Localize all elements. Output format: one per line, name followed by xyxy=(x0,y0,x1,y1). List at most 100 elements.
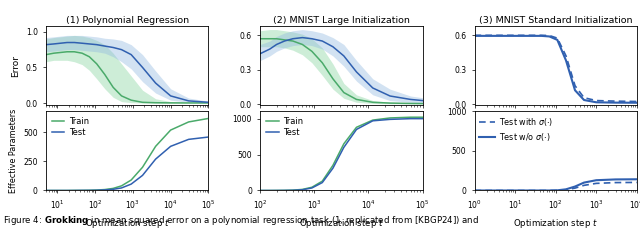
Test w/o $\sigma(\cdot)$ xyxy=(529,189,537,192)
Test xyxy=(273,189,280,192)
Test w/o $\sigma(\cdot)$ xyxy=(470,189,478,192)
Test with $\sigma(\cdot)$ xyxy=(508,189,515,192)
Train xyxy=(42,189,50,192)
Test w/o $\sigma(\cdot)$ xyxy=(508,189,515,192)
Train xyxy=(369,119,376,122)
Train xyxy=(127,179,135,182)
Test w/o $\sigma(\cdot)$ xyxy=(571,185,579,188)
Test with $\sigma(\cdot)$ xyxy=(545,189,553,192)
Test with $\sigma(\cdot)$ xyxy=(483,189,491,192)
Test xyxy=(386,118,394,121)
Train xyxy=(407,116,415,119)
Test xyxy=(266,189,274,192)
Test xyxy=(70,189,78,192)
Train xyxy=(353,126,360,129)
Train xyxy=(273,189,280,192)
Test xyxy=(340,146,348,149)
Test xyxy=(281,189,289,192)
Test with $\sigma(\cdot)$ xyxy=(538,189,545,192)
Legend: Train, Test: Train, Test xyxy=(51,116,90,139)
Title: (2) MNIST Large Initialization: (2) MNIST Large Initialization xyxy=(273,16,410,25)
Test with $\sigma(\cdot)$ xyxy=(562,188,570,191)
Train xyxy=(308,186,316,189)
X-axis label: Optimization step $t$: Optimization step $t$ xyxy=(299,217,384,230)
Train xyxy=(281,189,289,192)
Test xyxy=(42,189,50,192)
Train xyxy=(289,189,297,192)
Train xyxy=(86,189,93,192)
Test xyxy=(353,128,360,131)
Test w/o $\sigma(\cdot)$ xyxy=(612,178,620,181)
Test with $\sigma(\cdot)$ xyxy=(515,189,522,192)
Test w/o $\sigma(\cdot)$ xyxy=(562,188,570,191)
Train xyxy=(185,121,193,124)
Text: Figure 4: $\mathbf{Grokking}$ in mean squared error on a polynomial regression t: Figure 4: $\mathbf{Grokking}$ in mean sq… xyxy=(3,214,479,227)
Test w/o $\sigma(\cdot)$ xyxy=(593,179,600,182)
Test w/o $\sigma(\cdot)$ xyxy=(633,178,640,181)
Test w/o $\sigma(\cdot)$ xyxy=(499,189,507,192)
Train xyxy=(50,189,58,192)
Test with $\sigma(\cdot)$ xyxy=(612,181,620,184)
Legend: Train, Test: Train, Test xyxy=(264,116,305,139)
Train xyxy=(101,188,109,191)
Train xyxy=(63,189,71,192)
Train xyxy=(257,189,264,192)
Train xyxy=(78,189,86,192)
Test with $\sigma(\cdot)$ xyxy=(470,189,478,192)
Test w/o $\sigma(\cdot)$ xyxy=(554,189,561,192)
Test w/o $\sigma(\cdot)$ xyxy=(522,189,529,192)
Test with $\sigma(\cdot)$ xyxy=(571,187,579,189)
Test xyxy=(319,181,326,184)
Test xyxy=(101,188,109,191)
Test w/o $\sigma(\cdot)$ xyxy=(490,189,498,192)
Train xyxy=(266,189,274,192)
Test with $\sigma(\cdot)$ xyxy=(490,189,498,192)
Test with $\sigma(\cdot)$ xyxy=(529,189,537,192)
Test xyxy=(139,174,147,177)
Line: Test: Test xyxy=(260,119,422,190)
X-axis label: Optimization step $t$: Optimization step $t$ xyxy=(84,217,170,230)
Test xyxy=(127,183,135,186)
Test w/o $\sigma(\cdot)$ xyxy=(515,189,522,192)
Train xyxy=(152,145,159,148)
Test with $\sigma(\cdot)$ xyxy=(522,189,529,192)
Test xyxy=(56,189,64,192)
Train xyxy=(118,184,125,187)
Test w/o $\sigma(\cdot)$ xyxy=(538,189,545,192)
X-axis label: Optimization step $t$: Optimization step $t$ xyxy=(513,217,598,230)
Test xyxy=(419,117,426,120)
Line: Test with $\sigma(\cdot)$: Test with $\sigma(\cdot)$ xyxy=(474,183,637,190)
Train xyxy=(70,189,78,192)
Train xyxy=(329,164,337,167)
Train xyxy=(319,180,326,183)
Train xyxy=(109,187,117,190)
Train xyxy=(56,189,64,192)
Test xyxy=(289,189,297,192)
Train xyxy=(419,116,426,119)
Test with $\sigma(\cdot)$ xyxy=(580,184,588,187)
Test xyxy=(152,158,159,161)
Test with $\sigma(\cdot)$ xyxy=(633,181,640,184)
Test with $\sigma(\cdot)$ xyxy=(554,189,561,192)
Test xyxy=(118,187,125,189)
Train xyxy=(205,117,212,120)
Line: Train: Train xyxy=(46,119,209,190)
Test xyxy=(308,187,316,189)
Test xyxy=(167,145,175,148)
Train xyxy=(340,142,348,145)
Test xyxy=(205,135,212,138)
Test xyxy=(329,167,337,170)
Test xyxy=(93,189,100,192)
Test w/o $\sigma(\cdot)$ xyxy=(580,181,588,184)
Test w/o $\sigma(\cdot)$ xyxy=(545,189,553,192)
Test xyxy=(185,138,193,141)
Train xyxy=(298,188,306,191)
Legend: Test with $\sigma(\cdot)$, Test w/o $\sigma(\cdot)$: Test with $\sigma(\cdot)$, Test w/o $\si… xyxy=(479,116,554,143)
Train xyxy=(386,117,394,120)
Test with $\sigma(\cdot)$ xyxy=(593,182,600,185)
Test xyxy=(86,189,93,192)
Line: Test: Test xyxy=(46,137,209,190)
Train xyxy=(93,188,100,191)
Line: Train: Train xyxy=(260,117,422,190)
Test w/o $\sigma(\cdot)$ xyxy=(483,189,491,192)
